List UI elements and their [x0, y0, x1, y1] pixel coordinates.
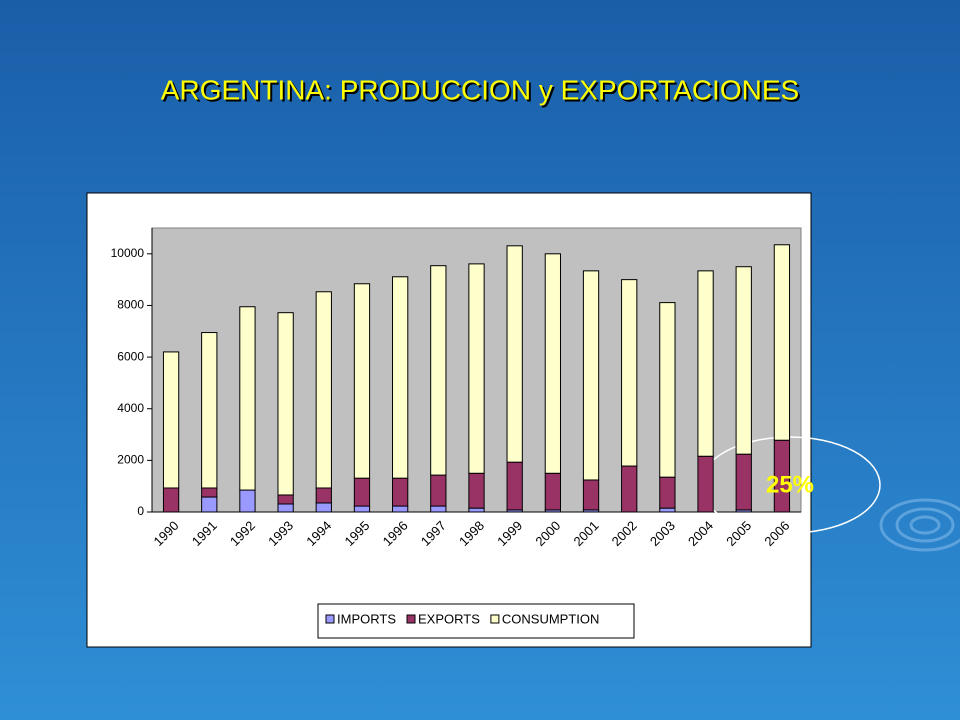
bar-segment [659, 302, 676, 478]
bar-segment [162, 487, 180, 513]
bar-segment [162, 351, 180, 489]
bar-segment [201, 332, 218, 489]
bar-segment [468, 263, 485, 474]
annotation: 25% [766, 471, 814, 498]
bar-segment [697, 455, 714, 513]
bar-segment [392, 477, 409, 507]
y-tick-label: 8000 [117, 298, 144, 312]
bar-segment [697, 270, 714, 457]
bar-segment [201, 487, 218, 498]
bar-segment [277, 494, 294, 505]
legend-label: IMPORTS [337, 611, 396, 626]
bar-segment [353, 477, 371, 507]
bar-segment [239, 489, 256, 513]
bar-segment [582, 479, 600, 511]
bar-segment [430, 474, 447, 507]
bar-segment [506, 245, 523, 463]
bar-segment [468, 507, 485, 513]
y-tick-label: 0 [137, 504, 144, 518]
bar-segment [201, 496, 218, 513]
legend-swatch [325, 614, 335, 624]
bar-segment [735, 266, 752, 455]
bar-segment [353, 505, 371, 513]
y-tick-label: 4000 [117, 401, 144, 415]
bar-segment [315, 487, 332, 504]
bar-segment [277, 312, 294, 496]
bar-segment [544, 472, 561, 511]
bar-segment [582, 270, 600, 481]
bar-segment [659, 507, 676, 513]
legend-label: CONSUMPTION [502, 611, 600, 626]
bar-segment [392, 276, 409, 479]
bar-segment [239, 306, 256, 491]
chart-title: ARGENTINA: PRODUCCION y EXPORTACIONES [161, 74, 799, 105]
bar-segment [392, 505, 409, 513]
legend-swatch [406, 614, 416, 624]
bar-segment [621, 279, 638, 467]
bar-segment [430, 505, 447, 513]
bar-segment [315, 291, 332, 489]
legend-swatch [490, 614, 500, 624]
bar-segment [659, 476, 676, 509]
y-tick-label: 2000 [117, 453, 144, 467]
bar-segment [621, 465, 638, 513]
title-shadow: ARGENTINA: PRODUCCION y EXPORTACIONES [163, 76, 801, 107]
legend [317, 603, 635, 639]
bar-segment [506, 461, 523, 511]
bar-segment [773, 244, 791, 441]
y-tick-label: 10000 [111, 246, 145, 260]
ripples [879, 498, 960, 552]
bar-segment [735, 453, 752, 511]
y-tick-label: 6000 [117, 349, 144, 363]
bar-segment [430, 265, 447, 476]
bar-segment [315, 502, 332, 513]
bar-segment [277, 503, 294, 513]
bar-segment [468, 472, 485, 509]
legend-label: EXPORTS [418, 611, 480, 626]
bar-segment [544, 253, 561, 474]
bar-segment [353, 283, 371, 479]
